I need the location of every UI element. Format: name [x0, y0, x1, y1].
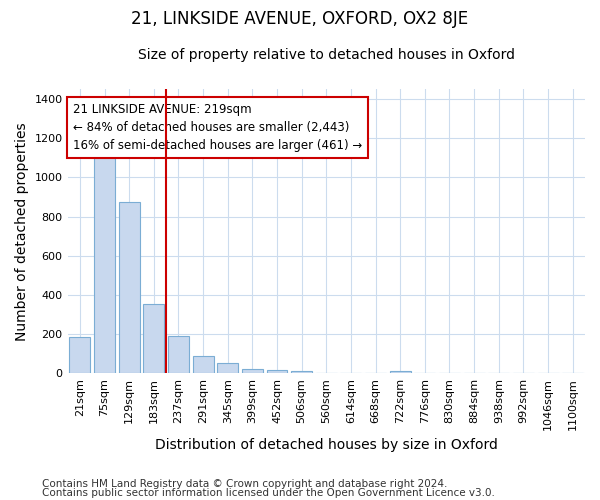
- Text: Contains HM Land Registry data © Crown copyright and database right 2024.: Contains HM Land Registry data © Crown c…: [42, 479, 448, 489]
- Bar: [143, 304, 164, 374]
- Text: Contains public sector information licensed under the Open Government Licence v3: Contains public sector information licen…: [42, 488, 495, 498]
- Bar: [193, 356, 214, 374]
- Bar: [217, 362, 238, 374]
- Bar: [266, 370, 287, 374]
- Title: Size of property relative to detached houses in Oxford: Size of property relative to detached ho…: [138, 48, 515, 62]
- Bar: [70, 337, 91, 374]
- X-axis label: Distribution of detached houses by size in Oxford: Distribution of detached houses by size …: [155, 438, 498, 452]
- Bar: [119, 202, 140, 374]
- Bar: [94, 156, 115, 374]
- Bar: [168, 336, 189, 374]
- Text: 21 LINKSIDE AVENUE: 219sqm
← 84% of detached houses are smaller (2,443)
16% of s: 21 LINKSIDE AVENUE: 219sqm ← 84% of deta…: [73, 104, 362, 152]
- Text: 21, LINKSIDE AVENUE, OXFORD, OX2 8JE: 21, LINKSIDE AVENUE, OXFORD, OX2 8JE: [131, 10, 469, 28]
- Bar: [291, 371, 312, 374]
- Bar: [242, 368, 263, 374]
- Bar: [390, 371, 410, 374]
- Y-axis label: Number of detached properties: Number of detached properties: [15, 122, 29, 340]
